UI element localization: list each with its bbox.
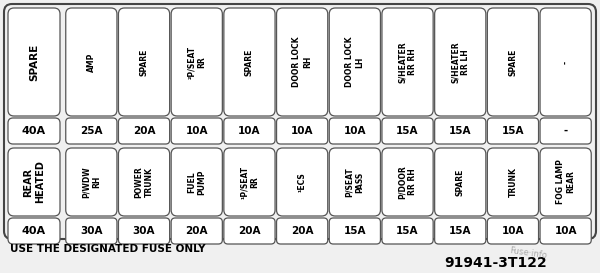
- Text: -: -: [561, 60, 570, 64]
- FancyBboxPatch shape: [329, 118, 380, 144]
- Text: 30A: 30A: [133, 226, 155, 236]
- FancyBboxPatch shape: [540, 218, 591, 244]
- Text: DOOR LOCK
RH: DOOR LOCK RH: [292, 37, 312, 87]
- Text: SPARE: SPARE: [29, 43, 39, 81]
- FancyBboxPatch shape: [487, 148, 539, 216]
- Text: 15A: 15A: [344, 226, 366, 236]
- Text: 15A: 15A: [397, 226, 419, 236]
- Text: P/WDW
RH: P/WDW RH: [82, 166, 101, 198]
- Text: SPARE: SPARE: [245, 48, 254, 76]
- FancyBboxPatch shape: [329, 218, 380, 244]
- FancyBboxPatch shape: [329, 148, 380, 216]
- FancyBboxPatch shape: [434, 218, 486, 244]
- FancyBboxPatch shape: [8, 8, 60, 116]
- FancyBboxPatch shape: [277, 148, 328, 216]
- FancyBboxPatch shape: [66, 118, 117, 144]
- FancyBboxPatch shape: [171, 218, 223, 244]
- Text: 20A: 20A: [185, 226, 208, 236]
- Text: 91941-3T122: 91941-3T122: [444, 256, 547, 270]
- FancyBboxPatch shape: [4, 4, 596, 239]
- Text: Fuse·info: Fuse·info: [509, 246, 547, 260]
- FancyBboxPatch shape: [487, 118, 539, 144]
- FancyBboxPatch shape: [224, 8, 275, 116]
- Text: USE THE DESIGNATED FUSE ONLY: USE THE DESIGNATED FUSE ONLY: [10, 244, 205, 254]
- Text: SPARE: SPARE: [456, 168, 465, 196]
- FancyBboxPatch shape: [329, 8, 380, 116]
- FancyBboxPatch shape: [171, 8, 223, 116]
- FancyBboxPatch shape: [540, 8, 591, 116]
- FancyBboxPatch shape: [66, 8, 117, 116]
- FancyBboxPatch shape: [224, 148, 275, 216]
- FancyBboxPatch shape: [382, 218, 433, 244]
- FancyBboxPatch shape: [118, 118, 170, 144]
- Text: 30A: 30A: [80, 226, 103, 236]
- Text: 15A: 15A: [449, 126, 472, 136]
- Text: P/SEAT
PASS: P/SEAT PASS: [345, 167, 365, 197]
- Text: 15A: 15A: [502, 126, 524, 136]
- Text: 15A: 15A: [449, 226, 472, 236]
- Text: 10A: 10A: [554, 226, 577, 236]
- FancyBboxPatch shape: [382, 148, 433, 216]
- FancyBboxPatch shape: [434, 118, 486, 144]
- Text: 20A: 20A: [291, 226, 313, 236]
- FancyBboxPatch shape: [171, 148, 223, 216]
- Text: 10A: 10A: [344, 126, 366, 136]
- Text: REAR
HEATED: REAR HEATED: [23, 161, 45, 203]
- FancyBboxPatch shape: [66, 218, 117, 244]
- FancyBboxPatch shape: [434, 148, 486, 216]
- Text: 10A: 10A: [185, 126, 208, 136]
- Text: AMP: AMP: [87, 52, 96, 72]
- FancyBboxPatch shape: [66, 148, 117, 216]
- Text: 25A: 25A: [80, 126, 103, 136]
- Text: ¹ECS: ¹ECS: [298, 172, 307, 192]
- Text: S/HEATER
RR LH: S/HEATER RR LH: [451, 41, 470, 83]
- FancyBboxPatch shape: [118, 148, 170, 216]
- Text: TRUNK: TRUNK: [508, 167, 517, 197]
- Text: FOG LAMP
REAR: FOG LAMP REAR: [556, 159, 575, 204]
- Text: 40A: 40A: [22, 126, 46, 136]
- Text: ²P/SEAT
RR: ²P/SEAT RR: [187, 45, 206, 79]
- FancyBboxPatch shape: [277, 118, 328, 144]
- Text: SPARE: SPARE: [508, 48, 517, 76]
- FancyBboxPatch shape: [224, 118, 275, 144]
- Text: S/HEATER
RR RH: S/HEATER RR RH: [398, 41, 417, 83]
- FancyBboxPatch shape: [118, 218, 170, 244]
- Text: ¹P/SEAT
RR: ¹P/SEAT RR: [240, 165, 259, 198]
- FancyBboxPatch shape: [171, 118, 223, 144]
- FancyBboxPatch shape: [487, 8, 539, 116]
- Text: P/DOOR
RR RH: P/DOOR RR RH: [398, 165, 417, 199]
- Text: 10A: 10A: [291, 126, 313, 136]
- Text: 10A: 10A: [502, 226, 524, 236]
- Text: -: -: [563, 126, 568, 136]
- FancyBboxPatch shape: [487, 218, 539, 244]
- Text: 10A: 10A: [238, 126, 261, 136]
- FancyBboxPatch shape: [224, 218, 275, 244]
- Text: 15A: 15A: [397, 126, 419, 136]
- FancyBboxPatch shape: [8, 118, 60, 144]
- Text: SPARE: SPARE: [140, 48, 149, 76]
- FancyBboxPatch shape: [382, 118, 433, 144]
- Text: FUEL
PUMP: FUEL PUMP: [187, 169, 206, 195]
- Text: POWER
TRUNK: POWER TRUNK: [134, 166, 154, 198]
- FancyBboxPatch shape: [277, 8, 328, 116]
- FancyBboxPatch shape: [434, 8, 486, 116]
- FancyBboxPatch shape: [8, 148, 60, 216]
- FancyBboxPatch shape: [118, 8, 170, 116]
- FancyBboxPatch shape: [540, 118, 591, 144]
- Text: DOOR LOCK
LH: DOOR LOCK LH: [345, 37, 365, 87]
- Text: 20A: 20A: [238, 226, 261, 236]
- FancyBboxPatch shape: [8, 218, 60, 244]
- FancyBboxPatch shape: [540, 148, 591, 216]
- FancyBboxPatch shape: [382, 8, 433, 116]
- Text: 20A: 20A: [133, 126, 155, 136]
- Text: 40A: 40A: [22, 226, 46, 236]
- FancyBboxPatch shape: [277, 218, 328, 244]
